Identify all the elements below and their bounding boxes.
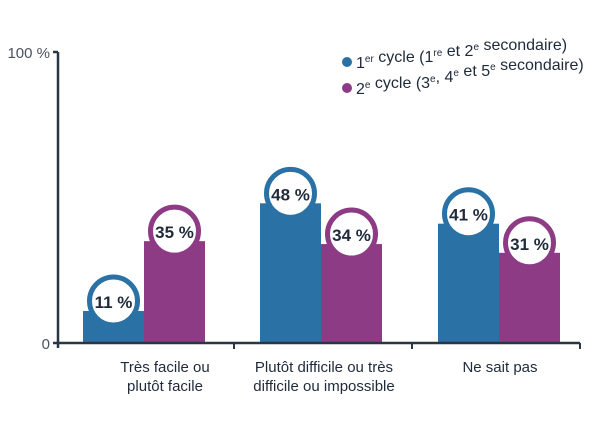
legend-text: cycle (1 bbox=[374, 49, 434, 66]
legend-label: 2e cycle (3e, 4e et 5e secondaire) bbox=[356, 57, 584, 98]
legend-text: 2 bbox=[356, 81, 365, 98]
legend-marker bbox=[342, 57, 352, 67]
category-label: difficile ou impossible bbox=[253, 378, 394, 395]
data-label-badge bbox=[325, 207, 378, 261]
data-label-badge bbox=[148, 204, 201, 258]
category-label: plutôt facile bbox=[127, 378, 203, 395]
legend-text: et 5 bbox=[459, 63, 490, 80]
category-label: Très facile ou bbox=[120, 359, 209, 376]
legend-superscript: e bbox=[490, 62, 496, 73]
category-label: Plutôt difficile ou très bbox=[255, 359, 393, 376]
legend-superscript: e bbox=[453, 68, 459, 79]
y-tick-label: 100 % bbox=[7, 45, 50, 62]
legend-superscript: re bbox=[433, 48, 442, 59]
legend-superscript: e bbox=[473, 42, 479, 53]
bar bbox=[144, 241, 205, 343]
legend-text: cycle (3 bbox=[370, 75, 430, 92]
data-label: 11 % bbox=[95, 293, 133, 312]
data-label-badge bbox=[503, 216, 556, 270]
category-label: Ne sait pas bbox=[462, 359, 537, 376]
legend-superscript: e bbox=[430, 74, 436, 85]
legend-marker bbox=[342, 83, 352, 93]
bar bbox=[260, 203, 321, 343]
legend-superscript: er bbox=[365, 54, 375, 65]
y-tick-label: 0 bbox=[42, 336, 50, 353]
legend-text: 1 bbox=[356, 55, 365, 72]
data-label: 48 % bbox=[271, 185, 310, 204]
data-label: 35 % bbox=[155, 223, 194, 242]
legend-label: 1er cycle (1re et 2e secondaire) bbox=[356, 37, 567, 72]
legend-text: secondaire) bbox=[496, 57, 584, 74]
bar bbox=[438, 223, 499, 343]
data-label: 34 % bbox=[332, 226, 371, 245]
data-label-badge bbox=[442, 187, 495, 241]
data-label: 31 % bbox=[510, 235, 549, 254]
legend-superscript: e bbox=[365, 80, 371, 91]
legend-text: secondaire) bbox=[479, 37, 567, 54]
data-label-badge bbox=[264, 166, 317, 220]
legend-text: et 2 bbox=[442, 43, 473, 60]
data-label-badge bbox=[87, 274, 140, 328]
legend-text: , 4 bbox=[436, 69, 454, 86]
data-label: 41 % bbox=[449, 206, 488, 225]
